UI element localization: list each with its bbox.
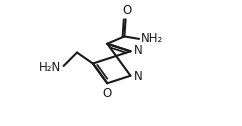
Text: N: N — [133, 70, 142, 83]
Text: O: O — [102, 87, 111, 100]
Text: O: O — [122, 5, 131, 18]
Text: N: N — [133, 44, 142, 57]
Text: NH₂: NH₂ — [141, 32, 163, 45]
Text: H₂N: H₂N — [39, 61, 61, 74]
